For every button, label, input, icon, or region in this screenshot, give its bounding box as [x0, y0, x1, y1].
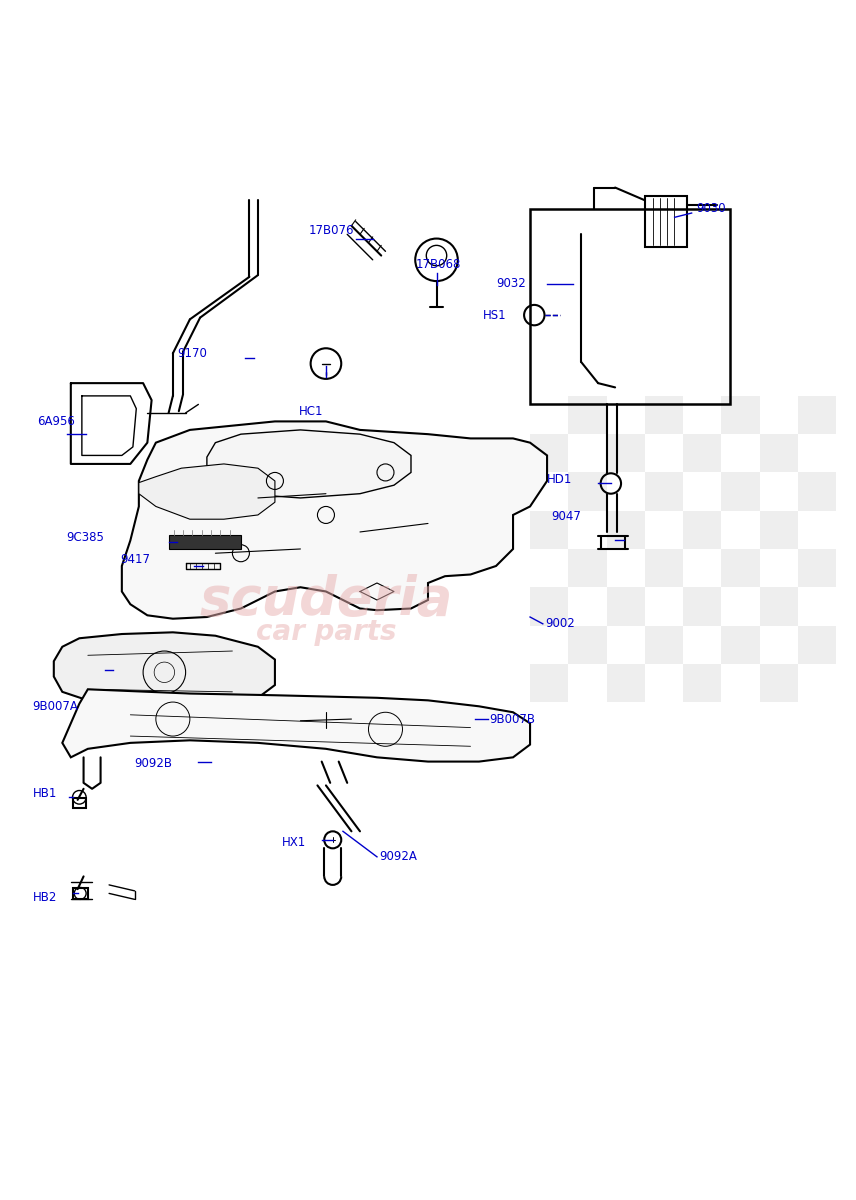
Text: 9047: 9047: [551, 510, 581, 523]
Text: 9002: 9002: [545, 617, 575, 630]
Bar: [530, 434, 568, 473]
Text: 9092A: 9092A: [379, 851, 418, 863]
Bar: [683, 587, 722, 625]
Bar: [607, 511, 645, 548]
Text: 17B068: 17B068: [415, 258, 461, 270]
Polygon shape: [207, 430, 411, 498]
Bar: [73, 798, 86, 809]
Polygon shape: [122, 421, 547, 619]
Bar: [645, 196, 687, 247]
Bar: [645, 396, 683, 434]
Bar: [798, 548, 836, 587]
Text: 9417: 9417: [120, 553, 150, 565]
Bar: [683, 434, 722, 473]
Bar: [759, 664, 798, 702]
Polygon shape: [139, 464, 275, 520]
Bar: [759, 511, 798, 548]
Text: car parts: car parts: [256, 618, 396, 647]
Bar: [568, 396, 607, 434]
Text: 9170: 9170: [177, 347, 207, 360]
Bar: [607, 434, 645, 473]
Text: 9030: 9030: [696, 203, 726, 215]
Bar: [607, 587, 645, 625]
Bar: [798, 396, 836, 434]
Bar: [798, 625, 836, 664]
Bar: [759, 587, 798, 625]
Text: scuderia: scuderia: [199, 574, 453, 626]
Bar: [73, 888, 88, 899]
Text: 17B076: 17B076: [309, 223, 354, 236]
Text: HS1: HS1: [484, 308, 507, 322]
Bar: [607, 664, 645, 702]
Bar: [645, 473, 683, 511]
Bar: [722, 548, 759, 587]
Bar: [645, 625, 683, 664]
Bar: [530, 587, 568, 625]
Text: 9B007A: 9B007A: [33, 700, 79, 713]
Bar: [722, 473, 759, 511]
Bar: [722, 625, 759, 664]
Bar: [169, 535, 241, 548]
Bar: [568, 548, 607, 587]
Bar: [530, 511, 568, 548]
Bar: [683, 511, 722, 548]
Text: HD1: HD1: [547, 473, 573, 486]
Polygon shape: [54, 632, 275, 709]
Text: HB2: HB2: [33, 892, 56, 904]
Bar: [722, 396, 759, 434]
Text: 9032: 9032: [496, 277, 526, 290]
Text: 9092B: 9092B: [134, 757, 173, 769]
Text: 9C385: 9C385: [67, 532, 104, 545]
Bar: [568, 625, 607, 664]
Text: HB1: HB1: [33, 787, 56, 800]
Text: HX1: HX1: [282, 836, 306, 848]
Bar: [759, 434, 798, 473]
Bar: [683, 664, 722, 702]
Bar: [568, 473, 607, 511]
Text: 6A956: 6A956: [37, 415, 74, 428]
Bar: [530, 664, 568, 702]
Bar: [798, 473, 836, 511]
Bar: [530, 209, 730, 404]
Text: HC1: HC1: [299, 404, 324, 418]
Bar: [645, 548, 683, 587]
Text: 9B007B: 9B007B: [490, 713, 535, 726]
Polygon shape: [62, 689, 530, 762]
